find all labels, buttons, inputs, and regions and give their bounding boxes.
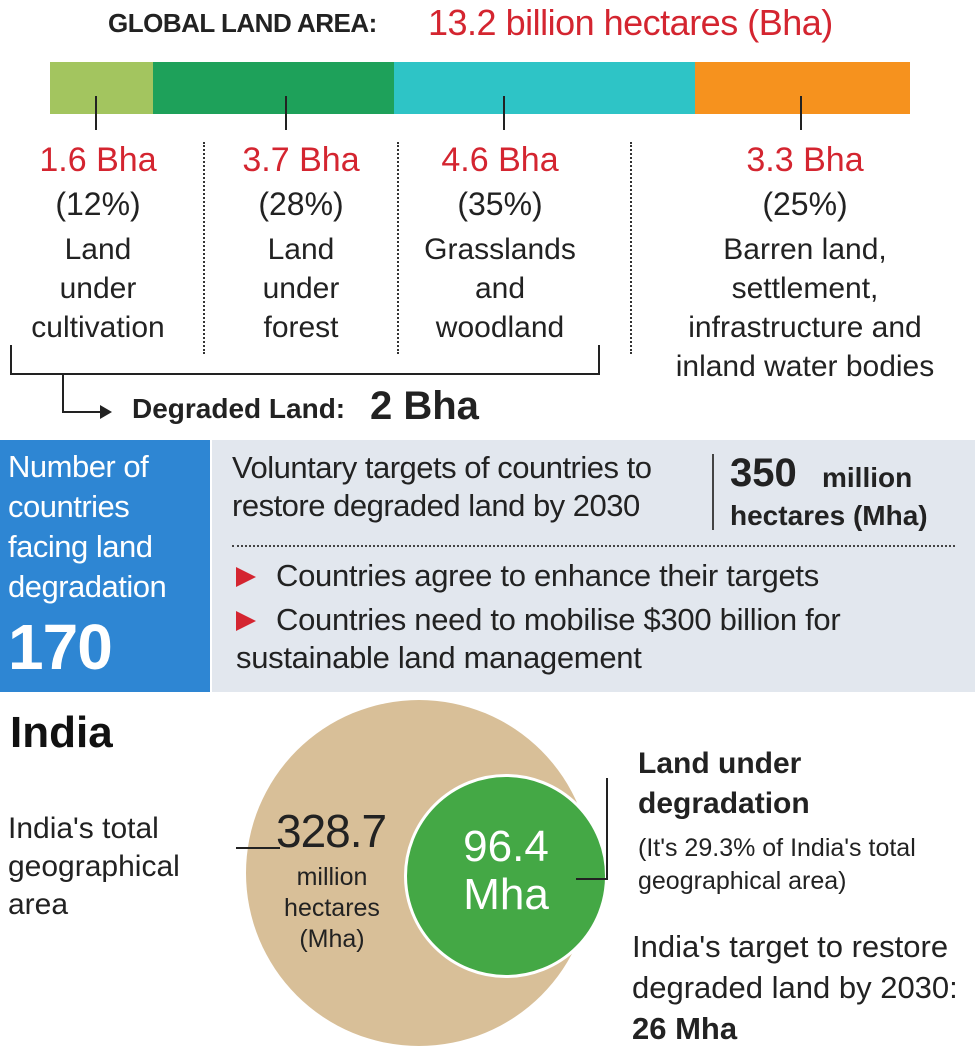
bar-tick-grasslands — [503, 96, 505, 130]
category-description: Barren land, settlement, infrastructure … — [675, 233, 935, 383]
category-cultivation: 1.6 Bha (12%) Land under cultivation — [0, 140, 196, 347]
land-area-bar — [50, 62, 910, 114]
arrow-right-icon — [100, 405, 112, 419]
header-value: 13.2 billion hectares (Bha) — [428, 2, 833, 43]
bar-tick-forest — [285, 96, 287, 130]
column-separator — [203, 142, 205, 354]
countries-label: Number of countries facing land degradat… — [8, 449, 167, 604]
category-percent: (35%) — [457, 186, 543, 222]
india-target-value: 26 Mha — [632, 1011, 738, 1046]
india-degraded-value: 96.4 — [463, 822, 549, 871]
category-value: 1.6 Bha — [39, 141, 157, 179]
targets-description: Voluntary targets of countries to restor… — [232, 450, 652, 523]
category-value: 3.7 Bha — [242, 141, 360, 179]
bracket-arrow-line — [62, 411, 102, 413]
bar-segment-forest — [153, 62, 394, 114]
india-total-leader-line — [236, 847, 280, 849]
red-arrow-icon — [236, 567, 256, 587]
category-barren: 3.3 Bha (25%) Barren land, settlement, i… — [640, 140, 970, 386]
targets-dotted-divider — [232, 545, 955, 547]
category-value: 4.6 Bha — [441, 141, 559, 179]
targets-panel — [212, 440, 975, 692]
degraded-land-label: Degraded Land: — [132, 393, 346, 424]
category-grasslands: 4.6 Bha (35%) Grasslands and woodland — [400, 140, 600, 347]
india-total-value: 328.7 — [276, 805, 387, 857]
targets-divider — [712, 454, 714, 530]
degraded-bracket — [10, 345, 600, 375]
bar-segment-cultivation — [50, 62, 154, 114]
category-forest: 3.7 Bha (28%) Land under forest — [208, 140, 394, 347]
category-percent: (25%) — [762, 186, 848, 222]
india-degraded-leader-line — [576, 878, 608, 880]
india-degraded-leader-line — [606, 778, 608, 880]
india-target-label: India's target to restore degraded land … — [632, 929, 958, 1005]
category-description: Land under forest — [262, 233, 340, 344]
column-separator — [397, 142, 399, 354]
india-degraded-unit: Mha — [463, 870, 549, 919]
bar-tick-cultivation — [95, 96, 97, 130]
india-total-unit: million hectares (Mha) — [284, 863, 380, 953]
targets-bullet: Countries need to mobilise $300 billion … — [236, 602, 841, 675]
header-label: GLOBAL LAND AREA: — [108, 8, 377, 38]
india-degraded-note: (It's 29.3% of India's total geographica… — [638, 834, 916, 895]
india-title: India — [10, 708, 113, 757]
india-target: India's target to restore degraded land … — [632, 926, 972, 1049]
category-value: 3.3 Bha — [746, 141, 864, 179]
targets-bullet: Countries agree to enhance their targets — [236, 557, 936, 595]
india-degraded-label: Land under degradation — [638, 747, 810, 820]
bar-tick-barren — [800, 96, 802, 130]
targets-unit: hectares (Mha) — [730, 500, 928, 531]
bar-segment-barren — [695, 62, 910, 114]
column-separator — [630, 142, 632, 354]
degraded-land-value: 2 Bha — [370, 384, 479, 428]
red-arrow-icon — [236, 611, 256, 631]
category-description: Grasslands and woodland — [424, 233, 576, 344]
bar-segment-grasslands — [394, 62, 695, 114]
countries-value: 170 — [8, 611, 113, 683]
targets-value: 350 — [730, 451, 797, 495]
category-description: Land under cultivation — [31, 233, 165, 344]
category-percent: (12%) — [55, 186, 141, 222]
india-total-label: India's total geographical area — [8, 812, 180, 921]
targets-million: million — [822, 462, 913, 493]
category-percent: (28%) — [258, 186, 344, 222]
countries-panel — [0, 440, 210, 692]
bracket-connector — [62, 375, 64, 413]
